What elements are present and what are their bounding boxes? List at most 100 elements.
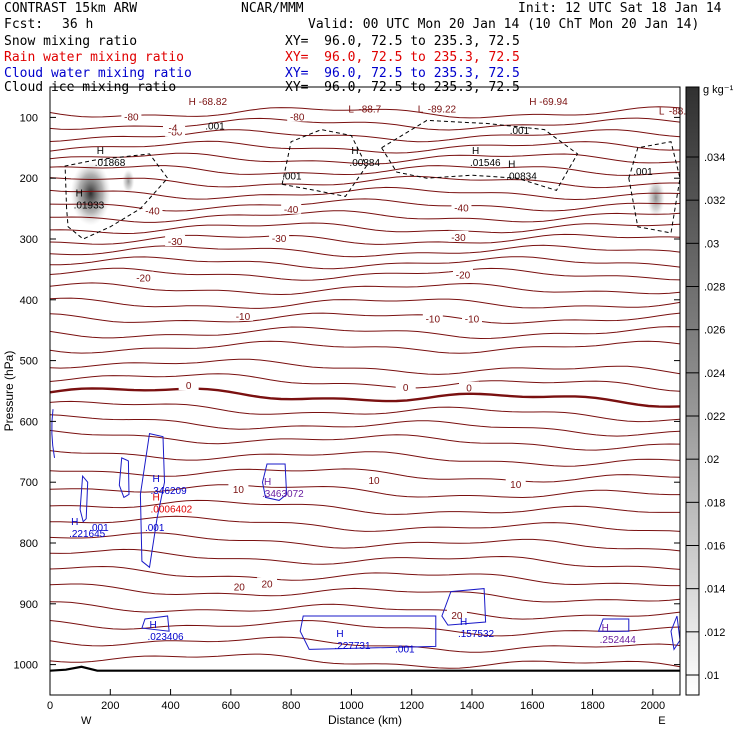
y-tick-label: 600 xyxy=(20,416,38,428)
extremum-value: .3463072 xyxy=(262,489,304,500)
x-tick-label: 1600 xyxy=(520,700,544,712)
y-tick-label: 400 xyxy=(20,295,38,307)
isotherm-line xyxy=(49,233,681,245)
isotherm-label-bg xyxy=(257,577,278,589)
isotherm-line xyxy=(49,387,681,408)
extremum-value: .0006402 xyxy=(150,504,192,515)
extremum-value: -69.94 xyxy=(539,97,568,108)
isotherm-line xyxy=(49,400,681,423)
isotherm-line xyxy=(49,282,681,296)
isotherm-label: -40 xyxy=(284,205,299,216)
field-xy-rain: XY= 96.0, 72.5 to 235.3, 72.5 xyxy=(285,50,520,65)
isotherm-label: -30 xyxy=(272,234,287,245)
y-tick-label: 500 xyxy=(20,356,38,368)
isotherm-line xyxy=(49,601,681,620)
y-tick-label: 300 xyxy=(20,234,38,246)
isotherm-label-bg xyxy=(446,608,467,620)
extremum-marker: H xyxy=(152,492,159,503)
y-tick-label: 900 xyxy=(20,599,38,611)
isotherm-line xyxy=(50,256,681,270)
contour-value-label: .001 xyxy=(145,523,165,534)
isotherm-label: -30 xyxy=(451,233,466,244)
colorbar-tick-label: .028 xyxy=(704,282,725,294)
colorbar-tick-label: .026 xyxy=(704,325,725,337)
y-tick-label: 100 xyxy=(20,112,38,124)
snow-blob xyxy=(646,177,665,218)
extremum-value: .157532 xyxy=(458,629,495,640)
extremum-value: .023406 xyxy=(147,632,184,643)
field-xy-cloud-water: XY= 96.0, 72.5 to 235.3, 72.5 xyxy=(285,66,520,81)
x-tick-label: 1200 xyxy=(399,700,423,712)
isotherm-label-bg xyxy=(287,110,308,122)
cloud-ice-contours xyxy=(64,119,681,240)
isotherm-line xyxy=(49,175,680,189)
isotherm-line xyxy=(49,340,681,354)
isotherm-label-bg xyxy=(178,379,199,391)
isotherm-line xyxy=(49,117,681,131)
isotherm-label: -4 xyxy=(169,123,178,134)
extremum-marker: H xyxy=(602,623,609,634)
cloud-water-contour xyxy=(118,457,130,499)
x-tick-label: 1800 xyxy=(580,700,604,712)
extremum-marker: H xyxy=(71,517,78,528)
snow-shading xyxy=(70,161,665,226)
isotherm-label-bg xyxy=(165,235,186,247)
isotherm-line xyxy=(49,244,681,258)
isotherm-label-bg xyxy=(364,473,385,485)
isotherm-label-bg xyxy=(452,268,473,280)
extremum-marker: H xyxy=(152,474,159,485)
isotherm-label-bg xyxy=(448,230,469,242)
isotherm-label-bg xyxy=(133,271,154,283)
cloud-water-contour xyxy=(597,618,630,632)
isotherm-label: 0 xyxy=(186,381,192,392)
isotherm-label-bg xyxy=(281,202,302,214)
extremum-marker: H xyxy=(97,146,104,157)
y-tick-label: 700 xyxy=(20,477,38,489)
isotherm-label: 0 xyxy=(403,383,409,394)
cloud-water-contour xyxy=(441,588,487,626)
isotherm-line xyxy=(49,583,681,603)
contour-labels: -80 -80-80-4-40 -40 -40-30 -30 -30-20 -20-10 -1… xyxy=(69,97,692,655)
y-tick-label: 200 xyxy=(20,173,38,185)
isotherm-line xyxy=(50,515,681,532)
extremum-marker: H xyxy=(149,620,156,631)
isotherm-label-bg xyxy=(232,309,253,321)
isotherm-line xyxy=(49,297,681,309)
x-tick-label: 0 xyxy=(47,700,53,712)
extremum-value: -88.3 xyxy=(669,106,692,117)
extremum-value: -88.7 xyxy=(358,105,381,116)
cloud-water-contour xyxy=(299,615,437,650)
colorbar-tick-label: .034 xyxy=(704,152,725,164)
cloud-water-contour xyxy=(51,409,56,458)
isotherm-line xyxy=(49,636,681,653)
extremum-marker: H xyxy=(336,629,343,640)
isotherm-line xyxy=(49,532,681,552)
cloud-ice-contour xyxy=(281,129,368,197)
cloud-ice-contour xyxy=(380,119,579,191)
x-tick-label: 800 xyxy=(282,700,300,712)
isotherm-label: -80 xyxy=(290,112,305,123)
extremum-marker: L xyxy=(659,106,665,117)
contour-value-label: .001 xyxy=(89,523,109,534)
isotherm-line xyxy=(49,414,681,437)
isotherm-label: 20 xyxy=(451,611,463,622)
isotherm-label-bg xyxy=(228,483,249,495)
cloud-water-contour xyxy=(139,432,166,569)
colorbar-scale xyxy=(685,86,700,696)
isotherm-line xyxy=(49,373,681,392)
isotherm-label: -10 xyxy=(426,314,441,325)
isotherm-label-bg xyxy=(269,232,290,243)
isotherm-label-bg xyxy=(121,110,142,122)
isotherm-line xyxy=(49,165,681,176)
isotherm-label: 10 xyxy=(368,476,380,487)
isotherm-line xyxy=(49,267,681,281)
colorbar-tick-label: .032 xyxy=(704,195,725,207)
valid-time: Valid: 00 UTC Mon 20 Jan 14 (10 ChT Mon … xyxy=(308,17,700,32)
isotherm-line xyxy=(49,565,680,587)
isotherm-line xyxy=(49,429,681,451)
contour-value-label: .001 xyxy=(282,171,302,182)
colorbar-tick-label: .01 xyxy=(704,670,719,682)
colorbar-tick-label: .014 xyxy=(704,584,725,596)
